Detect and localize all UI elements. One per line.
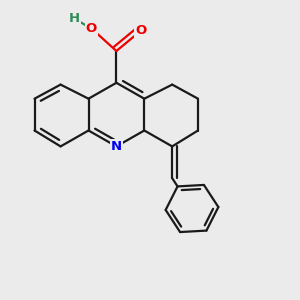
Text: O: O [135,24,147,37]
Text: O: O [86,22,97,35]
Text: H: H [68,12,80,25]
Text: N: N [111,140,122,153]
